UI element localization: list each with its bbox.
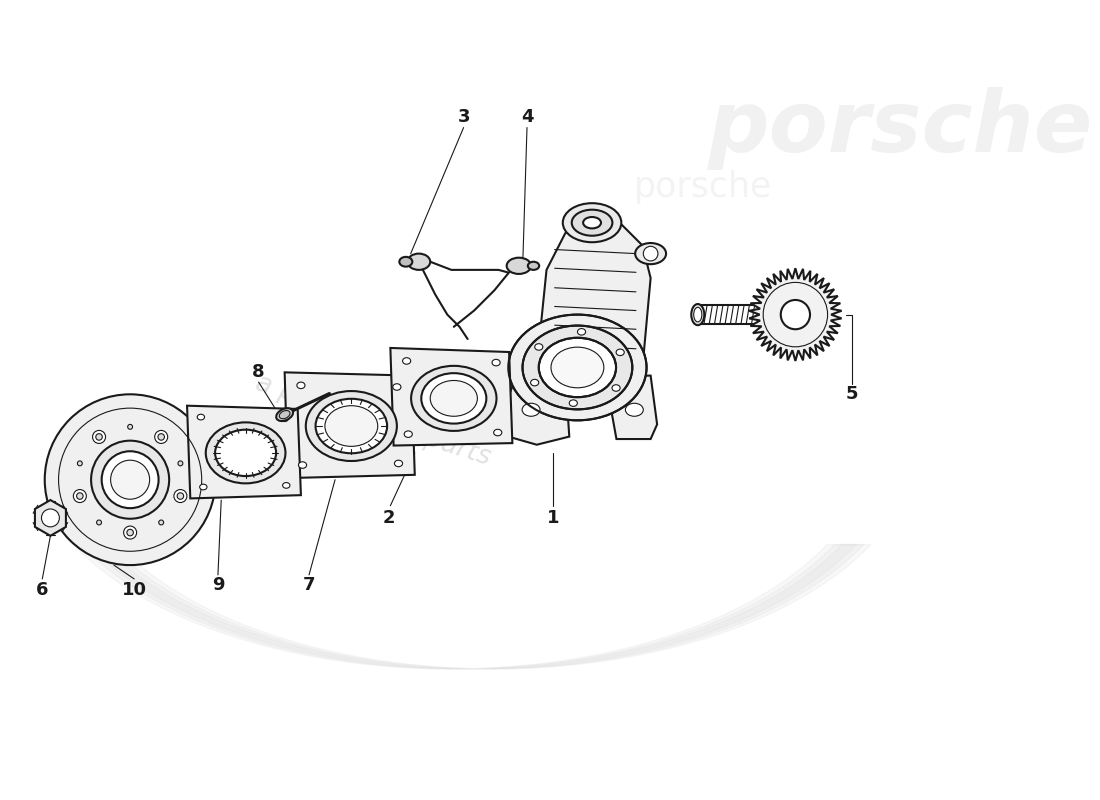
Ellipse shape (535, 344, 543, 350)
Ellipse shape (539, 338, 616, 397)
Polygon shape (537, 221, 650, 367)
Circle shape (155, 430, 167, 443)
Ellipse shape (522, 403, 540, 416)
Ellipse shape (507, 258, 531, 274)
Ellipse shape (316, 398, 387, 454)
Text: 4: 4 (520, 108, 534, 126)
Circle shape (178, 461, 183, 466)
Circle shape (644, 246, 658, 261)
Ellipse shape (572, 210, 613, 236)
Ellipse shape (393, 384, 400, 390)
Ellipse shape (399, 257, 412, 266)
Polygon shape (285, 372, 415, 478)
Text: 2: 2 (383, 509, 395, 527)
Text: 8: 8 (252, 362, 265, 381)
Ellipse shape (583, 217, 601, 228)
Text: porsche: porsche (635, 170, 772, 204)
Ellipse shape (551, 347, 604, 388)
Circle shape (97, 520, 101, 525)
Text: 10: 10 (122, 582, 146, 599)
Polygon shape (749, 268, 842, 361)
Ellipse shape (298, 462, 307, 468)
Text: a passion for parts: a passion for parts (252, 370, 494, 471)
Text: 7: 7 (302, 577, 316, 594)
Ellipse shape (508, 314, 647, 420)
Circle shape (174, 490, 187, 502)
Ellipse shape (395, 460, 403, 466)
Circle shape (45, 394, 216, 565)
Circle shape (123, 526, 136, 539)
Text: 5: 5 (846, 386, 859, 403)
Ellipse shape (694, 307, 702, 322)
Ellipse shape (197, 414, 205, 420)
Circle shape (42, 509, 59, 527)
Ellipse shape (635, 243, 667, 264)
Ellipse shape (578, 329, 585, 335)
Ellipse shape (411, 366, 496, 431)
Ellipse shape (297, 382, 305, 389)
Ellipse shape (616, 349, 624, 355)
Circle shape (101, 451, 158, 508)
Ellipse shape (492, 359, 500, 366)
Ellipse shape (528, 262, 539, 270)
Ellipse shape (404, 431, 412, 438)
Circle shape (92, 430, 106, 443)
Ellipse shape (283, 482, 290, 488)
Ellipse shape (200, 484, 207, 490)
Ellipse shape (276, 408, 293, 421)
Circle shape (77, 461, 82, 466)
Polygon shape (390, 348, 513, 446)
Text: 3: 3 (458, 108, 470, 126)
Ellipse shape (569, 400, 578, 406)
Ellipse shape (494, 430, 502, 436)
Ellipse shape (430, 381, 477, 416)
Circle shape (111, 460, 150, 499)
Ellipse shape (407, 254, 430, 270)
Ellipse shape (612, 385, 620, 391)
Circle shape (77, 493, 84, 499)
Circle shape (177, 493, 184, 499)
Polygon shape (504, 376, 570, 445)
Polygon shape (187, 406, 301, 498)
Ellipse shape (522, 326, 632, 410)
Ellipse shape (306, 391, 397, 461)
Ellipse shape (691, 304, 704, 325)
Circle shape (91, 441, 169, 518)
Ellipse shape (403, 358, 410, 364)
Text: 9: 9 (211, 577, 224, 594)
Ellipse shape (279, 410, 290, 418)
Ellipse shape (216, 430, 276, 476)
Polygon shape (612, 376, 657, 439)
Text: 1: 1 (547, 509, 559, 527)
Ellipse shape (280, 416, 288, 422)
Ellipse shape (563, 203, 622, 242)
Ellipse shape (626, 403, 644, 416)
Circle shape (158, 520, 164, 525)
Circle shape (781, 300, 810, 330)
Polygon shape (35, 500, 66, 536)
Text: 6: 6 (36, 582, 48, 599)
Ellipse shape (206, 422, 286, 483)
Circle shape (128, 424, 133, 430)
Circle shape (96, 434, 102, 440)
Circle shape (158, 434, 164, 440)
Ellipse shape (421, 373, 486, 423)
Circle shape (74, 490, 87, 502)
Text: porsche: porsche (707, 87, 1092, 170)
Ellipse shape (530, 379, 539, 386)
Circle shape (126, 530, 133, 536)
Ellipse shape (324, 406, 377, 446)
